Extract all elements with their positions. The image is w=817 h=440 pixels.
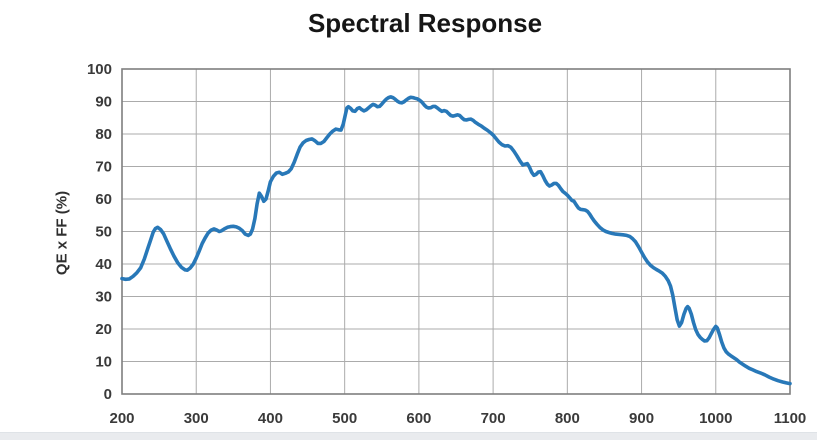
bottom-strip: [0, 432, 817, 440]
x-tick-label-1000: 1000: [699, 410, 732, 427]
y-tick-label-60: 60: [95, 191, 112, 208]
x-tick-label-200: 200: [109, 410, 134, 427]
y-tick-label-50: 50: [95, 224, 112, 241]
x-tick-label-800: 800: [555, 410, 580, 427]
x-tick-label-400: 400: [258, 410, 283, 427]
y-tick-label-70: 70: [95, 159, 112, 176]
y-tick-label-0: 0: [104, 386, 112, 403]
x-tick-label-300: 300: [184, 410, 209, 427]
x-tick-label-900: 900: [629, 410, 654, 427]
y-tick-label-80: 80: [95, 126, 112, 143]
x-tick-label-600: 600: [406, 410, 431, 427]
chart-title: Spectral Response: [307, 8, 543, 38]
plot-border: [121, 68, 791, 395]
y-tick-label-100: 100: [87, 61, 112, 78]
y-tick-label-10: 10: [95, 354, 112, 371]
x-tick-label-700: 700: [481, 410, 506, 427]
series-curve-qe-x-ff: [120, 95, 792, 386]
y-tick-label-90: 90: [95, 94, 112, 111]
y-tick-label-20: 20: [95, 321, 112, 338]
y-tick-label-30: 30: [95, 289, 112, 306]
x-tick-label-1100: 1100: [774, 410, 807, 427]
y-tick-label-40: 40: [95, 256, 112, 273]
x-tick-label-500: 500: [332, 410, 357, 427]
